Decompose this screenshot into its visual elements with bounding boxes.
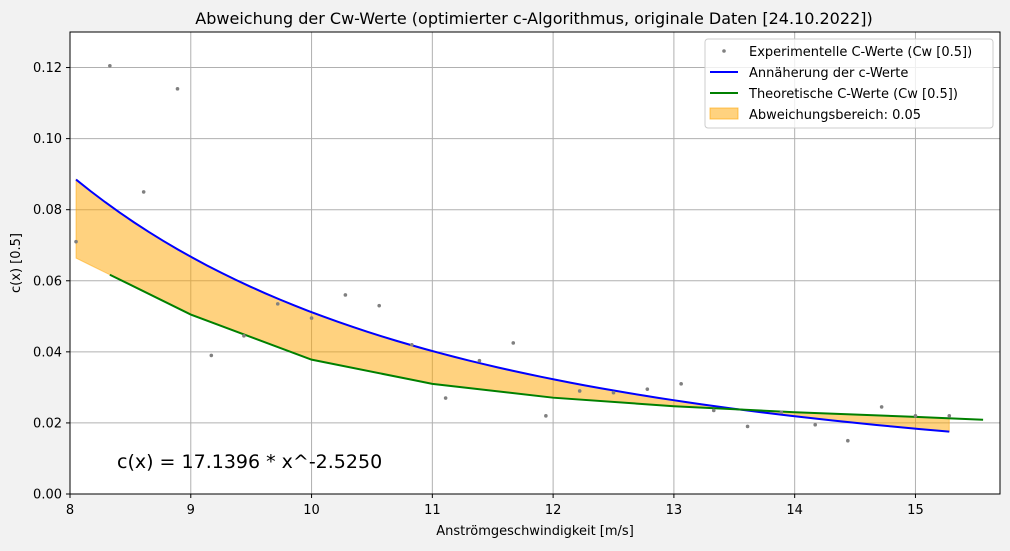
y-tick-label: 0.08	[33, 203, 62, 218]
experimental-point	[511, 341, 516, 345]
experimental-point	[611, 390, 616, 395]
plot-frame	[69, 31, 1001, 495]
experimental-point	[879, 405, 884, 409]
experimental-point	[477, 358, 482, 363]
experimental-point	[343, 293, 348, 297]
experimental-point	[577, 389, 582, 393]
x-tick-label: 15	[907, 503, 924, 518]
y-tick-label: 0.06	[33, 274, 62, 289]
experimental-point	[913, 414, 918, 418]
legend-label-approximation: Annäherung der c-Werte	[749, 66, 908, 81]
x-tick-label: 11	[424, 503, 441, 518]
experimental-point	[443, 396, 448, 400]
experimental-point	[645, 387, 650, 391]
axis-ticks: 8 9 10 11 12 13 14 15 0.00 0.02 0.04 0.06 0.08 0.10 0.…	[33, 61, 924, 518]
y-tick-label: 0.04	[33, 345, 62, 360]
experimental-point	[74, 239, 78, 244]
y-tick-label: 0.00	[33, 488, 62, 503]
experimental-point	[141, 190, 146, 194]
approximation-line	[75, 178, 950, 433]
y-tick-label: 0.10	[33, 132, 62, 147]
experimental-point	[309, 316, 314, 320]
experimental-point	[679, 382, 683, 386]
y-axis-label: c(x) [0.5]	[9, 233, 24, 293]
legend: Experimentelle C-Werte (Cw [0.5]) Annähe…	[704, 38, 994, 129]
experimental-point	[813, 422, 818, 427]
legend-label-theoretical: Theoretische C-Werte (Cw [0.5])	[748, 87, 958, 102]
y-tick-label: 0.12	[33, 61, 62, 76]
curves	[75, 178, 984, 433]
experimental-point	[779, 410, 784, 415]
x-tick-label: 9	[187, 503, 195, 518]
x-tick-label: 10	[303, 503, 320, 518]
experimental-point	[242, 334, 246, 338]
experimental-point	[544, 414, 548, 418]
experimental-points	[74, 63, 952, 443]
experimental-point	[209, 353, 214, 358]
experimental-point	[846, 438, 850, 443]
legend-box	[704, 38, 994, 129]
equation-annotation: c(x) = 17.1396 * x^-2.5250	[117, 451, 382, 473]
x-axis-label: Anströmgeschwindigkeit [m/s]	[436, 524, 634, 539]
x-tick-label: 12	[545, 503, 562, 518]
experimental-point	[711, 408, 716, 413]
experimental-point	[745, 424, 750, 429]
experimental-point	[410, 342, 414, 347]
experimental-point	[275, 302, 280, 306]
y-tick-label: 0.02	[33, 416, 62, 431]
x-tick-label: 13	[666, 503, 683, 518]
x-tick-label: 14	[786, 503, 803, 518]
legend-label-experimental: Experimentelle C-Werte (Cw [0.5])	[749, 45, 972, 60]
legend-marker-experimental	[722, 49, 726, 53]
legend-label-band: Abweichungsbereich: 0.05	[749, 108, 921, 123]
x-tick-label: 8	[66, 503, 74, 518]
experimental-point	[947, 414, 952, 418]
experimental-point	[175, 87, 180, 91]
experimental-point	[108, 63, 112, 68]
chart-title: Abweichung der Cw-Werte (optimierter c-A…	[195, 9, 872, 28]
theoretical-line	[109, 273, 984, 421]
experimental-point	[377, 303, 381, 308]
legend-marker-band	[709, 107, 739, 120]
